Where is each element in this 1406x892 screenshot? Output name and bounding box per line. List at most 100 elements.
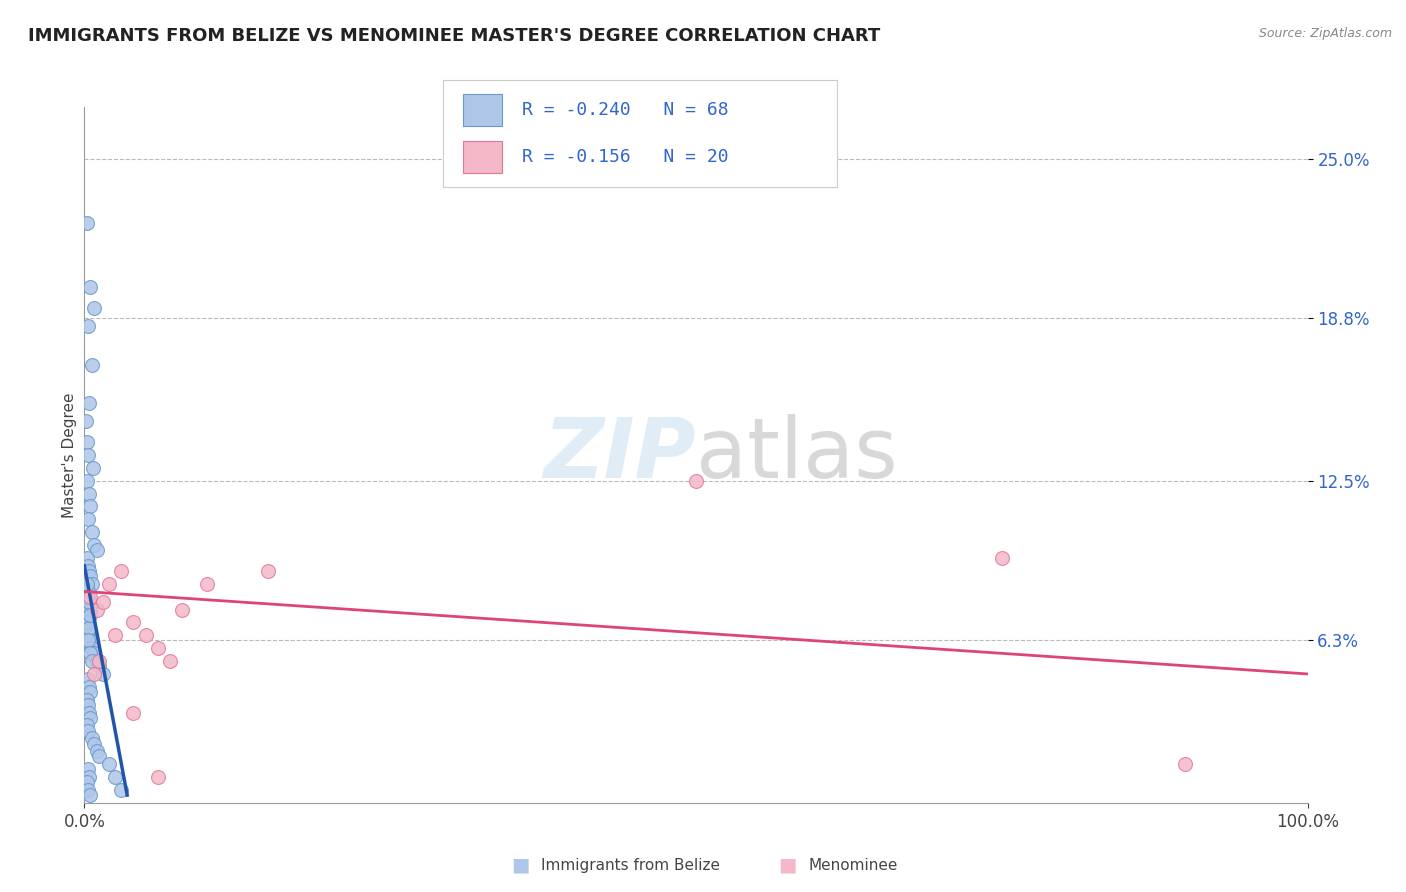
Point [76,692,98,706]
Point [77,396,100,410]
Point [86,744,108,758]
Point [79,590,101,604]
Point [110,564,132,578]
Point [76,590,98,604]
Point [91,667,114,681]
Point [91,595,114,609]
Point [122,706,145,720]
Point [77,621,100,635]
Text: R = -0.240   N = 68: R = -0.240 N = 68 [522,102,728,120]
Point [77,558,100,573]
Point [77,680,100,694]
Point [83,538,105,552]
Point [79,646,101,660]
Point [79,711,101,725]
Point [87,659,110,673]
Point [77,607,100,622]
Point [146,770,169,784]
Point [76,435,98,450]
Point [80,641,103,656]
Point [77,706,100,720]
Point [83,646,105,660]
Point [79,633,101,648]
Point [77,762,100,776]
Point [104,770,127,784]
Point [76,718,98,732]
Text: Immigrants from Belize: Immigrants from Belize [541,858,720,872]
Point [257,564,280,578]
Point [159,654,181,668]
Point [77,610,100,624]
Point [146,641,169,656]
Point [76,615,98,630]
Point [80,576,103,591]
Point [104,628,127,642]
Point [77,590,100,604]
Point [77,595,100,609]
Point [76,551,98,566]
Point [135,628,157,642]
Point [79,685,101,699]
Text: atlas: atlas [696,415,897,495]
Point [195,576,218,591]
Point [97,576,120,591]
Point [83,667,105,681]
Point [86,602,108,616]
Point [991,551,1014,566]
Text: ■: ■ [510,855,530,875]
Point [172,602,194,616]
Point [76,615,98,630]
Point [75,414,97,428]
Point [79,602,101,616]
Point [83,737,105,751]
Point [86,543,108,558]
Point [1174,757,1197,772]
Point [77,448,100,462]
Point [110,783,132,797]
Point [79,500,101,514]
Point [86,654,108,668]
Point [77,633,100,648]
Point [80,654,103,668]
Point [77,621,100,635]
Point [685,474,707,488]
Point [77,595,100,609]
Point [82,460,104,475]
Point [76,576,98,591]
Point [77,628,100,642]
Point [83,301,105,315]
Point [76,216,98,230]
Point [77,602,100,616]
Point [77,783,100,797]
Point [87,749,110,764]
Point [80,525,103,540]
Y-axis label: Master's Degree: Master's Degree [62,392,77,517]
Point [97,757,120,772]
Point [80,731,103,746]
Point [77,723,100,738]
Text: R = -0.156   N = 20: R = -0.156 N = 20 [522,148,728,166]
Point [76,775,98,789]
Point [77,486,100,500]
Point [77,319,100,334]
Point [77,564,100,578]
Point [122,615,145,630]
Point [79,569,101,583]
Text: ZIP: ZIP [543,415,696,495]
FancyBboxPatch shape [463,95,502,127]
Point [79,280,101,294]
Point [76,474,98,488]
Point [80,358,103,372]
Text: IMMIGRANTS FROM BELIZE VS MENOMINEE MASTER'S DEGREE CORRELATION CHART: IMMIGRANTS FROM BELIZE VS MENOMINEE MAST… [28,27,880,45]
Text: Source: ZipAtlas.com: Source: ZipAtlas.com [1258,27,1392,40]
Text: Menominee: Menominee [808,858,898,872]
Point [77,770,100,784]
Point [77,584,100,599]
Point [77,672,100,686]
Point [79,607,101,622]
Point [77,698,100,712]
Point [87,654,110,668]
Point [77,512,100,526]
FancyBboxPatch shape [463,141,502,173]
Text: ■: ■ [778,855,797,875]
